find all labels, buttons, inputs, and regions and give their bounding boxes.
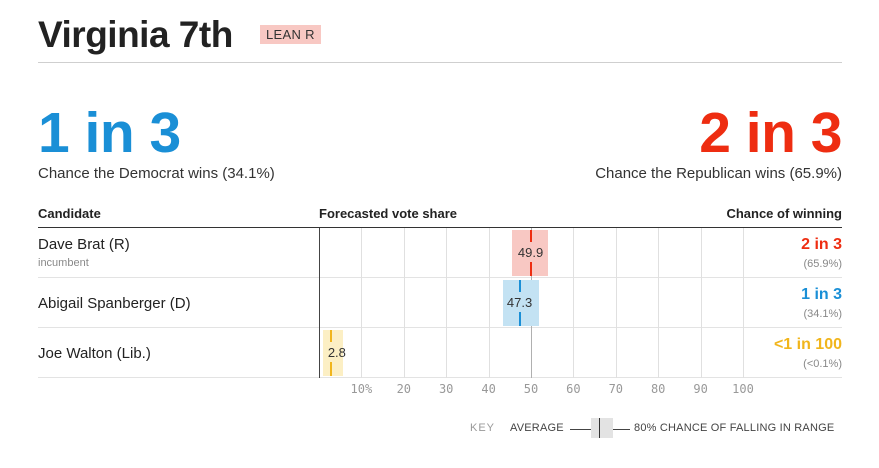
axis-tick-label: 10% [350,382,373,396]
candidate-win-pct: (<0.1%) [803,358,842,370]
axis-baseline [319,228,320,378]
table-row: Dave Brat (R) incumbent 2 in 3 (65.9%) [38,228,842,278]
gridline [361,228,363,378]
table-row: Abigail Spanberger (D) 1 in 3 (34.1%) [38,278,842,328]
row-divider [38,277,842,278]
gridline [488,228,490,378]
vote-share-average-marker [329,362,332,376]
header-divider [38,62,842,63]
gridline [403,228,405,378]
rep-chance-text: Chance the Republican wins (65.9%) [595,165,842,182]
gridline [446,228,448,378]
candidate-name: Joe Walton (Lib.) [38,345,151,362]
vote-share-average-marker [518,312,521,326]
axis-tick-label: 60 [566,382,581,396]
gridline [743,228,744,378]
gridline [573,228,575,378]
vote-share-plot: 49.9 47.3 2.8 [319,228,744,378]
candidate-win-pct: (65.9%) [803,258,842,270]
key-range-label: 80% CHANCE OF FALLING IN RANGE [634,422,835,434]
key-range-swatch [591,418,613,438]
axis-tick-label: 100 [732,382,754,396]
candidate-name: Abigail Spanberger (D) [38,295,191,312]
vote-share-average-marker [518,280,521,292]
candidate-odds: 1 in 3 [801,286,842,303]
rating-badge: LEAN R [260,25,321,44]
row-divider [38,327,842,328]
column-header-vote-share: Forecasted vote share [319,206,458,221]
dem-odds: 1 in 3 [38,101,181,165]
vote-share-average-marker [329,330,332,342]
gridline [615,228,617,378]
district-forecast: Virginia 7th LEAN R 1 in 3 2 in 3 Chance… [38,0,842,468]
row-divider [38,377,842,378]
vote-share-range [503,280,540,326]
axis-tick-label: 70 [608,382,624,396]
column-header-chance: Chance of winning [726,206,842,221]
key-average-marker [599,418,600,438]
axis-tick-label: 80 [650,382,666,396]
axis-tick-label: 50 [523,382,539,396]
vote-share-value: 2.8 [327,345,346,360]
vote-share-value: 49.9 [517,245,544,260]
vote-share-average-marker [529,262,532,276]
vote-share-range [323,330,343,376]
axis-tick-label: 20 [396,382,412,396]
key-average-label: AVERAGE [510,422,564,434]
column-header-candidate: Candidate [38,206,101,221]
axis-tick-label: 30 [438,382,454,396]
candidate-win-pct: (34.1%) [803,308,842,320]
gridline [658,228,660,378]
page-title: Virginia 7th [38,14,233,55]
vote-share-value: 47.3 [506,295,533,310]
key-label: KEY [470,422,496,434]
axis-tick-label: 40 [481,382,496,396]
vote-share-average-marker [529,230,532,242]
table-header-divider [38,227,842,228]
axis-tick-label: 90 [693,382,708,396]
table-row: Joe Walton (Lib.) <1 in 100 (<0.1%) [38,328,842,378]
gridline [700,228,702,378]
rep-odds: 2 in 3 [699,101,842,165]
candidate-name: Dave Brat (R) [38,236,130,253]
dem-chance-text: Chance the Democrat wins (34.1%) [38,165,275,182]
candidate-odds: 2 in 3 [801,236,842,253]
candidate-odds: <1 in 100 [773,336,842,353]
candidate-status: incumbent [38,257,89,269]
